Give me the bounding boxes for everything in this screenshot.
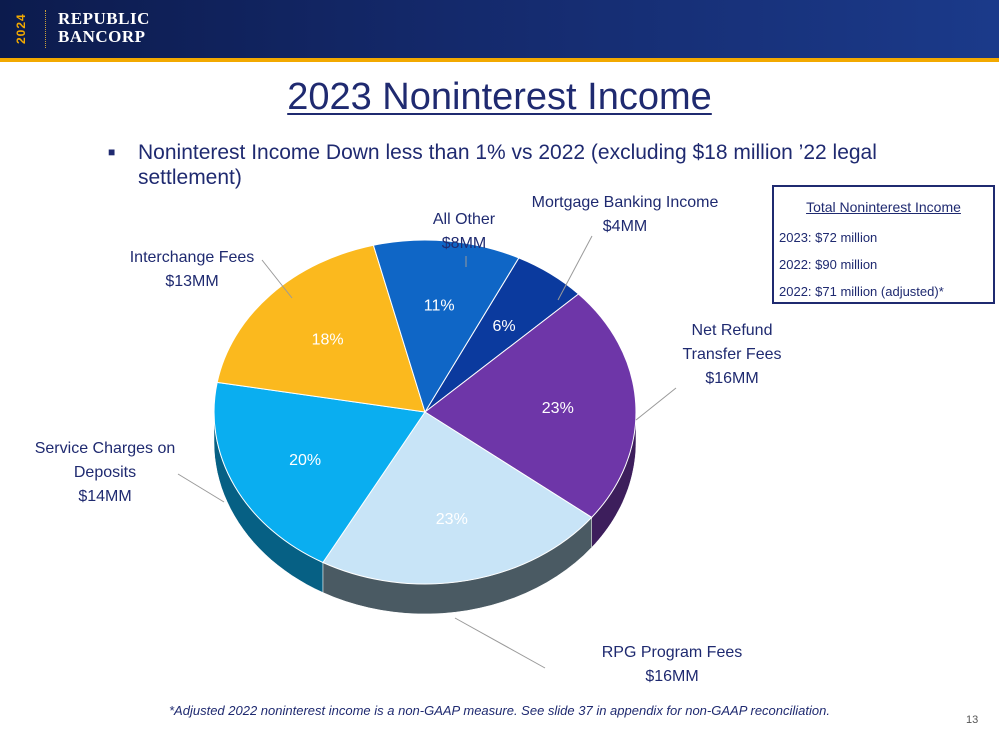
- slice-category-label: All Other $8MM: [433, 211, 496, 252]
- slice-percentage-label: 18%: [312, 331, 344, 348]
- slice-category-label: Mortgage Banking Income $4MM: [532, 194, 719, 235]
- slice-category-label: RPG Program Fees $16MM: [602, 644, 742, 685]
- slice-category-label: Net Refund Transfer Fees $16MM: [683, 322, 782, 387]
- pie-slice: [213, 381, 426, 564]
- logo-line-1: REPUBLIC: [58, 9, 150, 28]
- slice-category-label: Service Charges on Deposits $14MM: [35, 440, 176, 505]
- pie-slice: [424, 293, 637, 519]
- leader-line: [177, 473, 225, 503]
- slice-percentage-label: 11%: [424, 297, 455, 314]
- slice-category-label: Interchange Fees $13MM: [130, 249, 255, 290]
- slice-percentage-label: 20%: [289, 452, 321, 469]
- header-accent-stripe: [0, 58, 999, 62]
- pie-slice: [216, 244, 426, 413]
- bullet-square-icon: ■: [108, 145, 116, 159]
- slice-percentage-label: 23%: [542, 400, 574, 417]
- totals-line: 2023: $72 million: [779, 230, 878, 245]
- totals-title: Total Noninterest Income: [806, 199, 961, 215]
- pie-slice: [372, 239, 520, 414]
- leader-line: [454, 617, 546, 669]
- bullet-text: Noninterest Income Down less than 1% vs …: [138, 141, 877, 189]
- logo-line-2: BANCORP: [58, 27, 146, 46]
- leader-line: [557, 235, 593, 301]
- totals-line: 2022: $71 million (adjusted)*: [779, 284, 944, 299]
- leader-line: [261, 259, 293, 299]
- header-bar: [0, 0, 999, 58]
- footnote: *Adjusted 2022 noninterest income is a n…: [169, 703, 830, 718]
- page-title: 2023 Noninterest Income: [287, 76, 712, 118]
- slice-percentage-label: 6%: [493, 318, 516, 335]
- page-number: 13: [966, 714, 979, 726]
- leader-line: [635, 387, 677, 421]
- totals-box: Total Noninterest Income 2023: $72 milli…: [772, 185, 995, 304]
- company-logo: REPUBLIC BANCORP: [58, 10, 150, 46]
- header-divider: [45, 10, 46, 48]
- totals-line: 2022: $90 million: [779, 257, 878, 272]
- slice-percentage-label: 23%: [436, 511, 468, 528]
- pie-slice: [322, 411, 593, 585]
